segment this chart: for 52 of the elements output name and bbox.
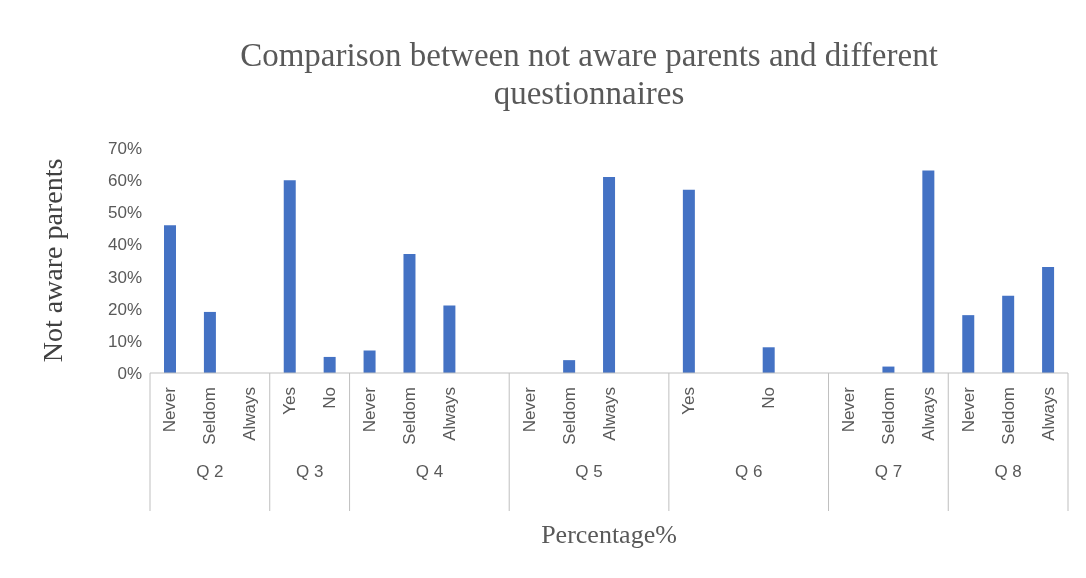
x-tick-label: Yes [280, 387, 300, 415]
bar [682, 189, 695, 373]
y-tick-label: 60% [107, 171, 142, 191]
y-tick-label: 30% [107, 267, 142, 287]
x-tick-label: Seldom [878, 387, 898, 445]
y-tick-label: 0% [117, 364, 142, 384]
x-tick-label: Seldom [399, 387, 419, 445]
x-tick-label: Always [439, 387, 459, 441]
bar [563, 360, 576, 373]
x-tick-label: Never [838, 386, 858, 433]
x-tick-label: Seldom [559, 387, 579, 445]
x-tick-label: No [759, 387, 779, 409]
text: Q 3 [295, 462, 324, 481]
y-tick-label: 70% [107, 139, 142, 159]
x-tick-label: Yes [679, 387, 699, 415]
y-tick-label: 20% [107, 299, 142, 319]
x-tick-label: Seldom [998, 387, 1018, 445]
bar [323, 356, 336, 373]
bar [962, 315, 975, 373]
x-tick-label: Never [958, 386, 978, 433]
y-tick-label: 10% [107, 331, 142, 351]
bar [164, 225, 176, 373]
y-tick-label: 50% [107, 203, 142, 223]
text: Q 8 [994, 462, 1022, 481]
bar [203, 311, 216, 373]
x-axis-title: Percentage% [541, 520, 677, 549]
y-axis-title: Not aware parents [36, 158, 68, 363]
y-tick-label: 40% [107, 235, 142, 255]
bar [922, 170, 935, 373]
x-tick-label: Never [360, 386, 380, 433]
x-tick-label: Always [918, 387, 938, 441]
bar [443, 305, 456, 373]
text: Q 5 [575, 462, 603, 481]
text: Q 6 [734, 462, 763, 481]
bar [403, 254, 416, 373]
x-tick-label: Always [240, 387, 260, 441]
bar [283, 180, 296, 373]
x-tick-label: Always [1038, 387, 1058, 441]
bar [603, 176, 616, 373]
x-tick-label: No [320, 387, 340, 409]
x-tick-label: Seldom [200, 387, 220, 445]
bar [1042, 266, 1055, 373]
text: Q 2 [196, 462, 224, 481]
bar [363, 350, 376, 373]
x-tick-label: Never [160, 386, 180, 433]
bar [762, 347, 775, 373]
x-tick-label: Always [599, 387, 619, 441]
text: Q 4 [415, 462, 444, 481]
bar [1002, 295, 1015, 373]
x-tick-label: Never [519, 386, 539, 433]
chart-title: Comparison between not aware parents and different questionnaires [240, 37, 938, 111]
text: Q 7 [874, 462, 903, 481]
